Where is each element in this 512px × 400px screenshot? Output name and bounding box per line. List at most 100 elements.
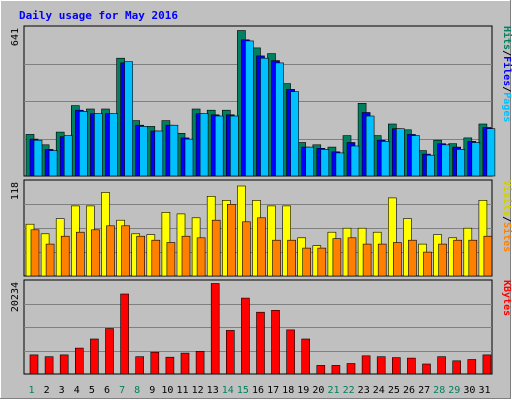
bar-kbytes-day-17 — [271, 309, 280, 375]
bar-sites-day-1 — [30, 229, 40, 277]
legend-hits: Hits/Files/Pages — [501, 26, 512, 122]
bar-pages-day-22 — [350, 145, 360, 177]
bar-kbytes-day-19 — [301, 338, 311, 375]
legend-label-files: Files — [501, 56, 512, 86]
bar-pages-day-12 — [199, 113, 209, 177]
day-label-15: 15 — [237, 385, 249, 396]
bar-kbytes-day-10 — [165, 356, 175, 375]
bar-pages-day-10 — [169, 124, 179, 177]
bar-pages-day-25 — [395, 128, 405, 177]
bar-sites-day-9 — [151, 239, 161, 277]
bar-sites-day-6 — [106, 225, 115, 277]
bar-kbytes-day-8 — [135, 356, 144, 375]
day-label-26: 26 — [403, 385, 415, 396]
bar-kbytes-day-31 — [482, 354, 492, 375]
bar-sites-day-29 — [453, 239, 463, 277]
bar-pages-day-5 — [94, 113, 103, 177]
legend-label-hits: Hits — [501, 26, 512, 50]
bar-kbytes-day-3 — [59, 354, 69, 375]
bar-sites-day-22 — [347, 237, 357, 277]
bar-pages-day-24 — [380, 141, 390, 177]
bar-sites-day-20 — [317, 247, 327, 277]
bar-sites-day-15 — [242, 221, 251, 277]
day-label-9: 9 — [149, 385, 155, 396]
legend-kbytes: KBytes — [501, 280, 512, 316]
bar-sites-day-12 — [196, 237, 206, 277]
bar-kbytes-day-22 — [346, 363, 356, 375]
bar-pages-day-16 — [260, 57, 269, 177]
day-label-27: 27 — [418, 385, 430, 396]
bar-kbytes-day-30 — [467, 359, 477, 375]
bar-kbytes-day-5 — [90, 338, 99, 375]
bar-pages-day-3 — [63, 135, 73, 177]
bar-pages-day-23 — [365, 115, 375, 177]
bar-kbytes-day-29 — [452, 360, 462, 375]
y-max-label-hits: 641 — [10, 28, 21, 46]
bar-pages-day-19 — [305, 146, 315, 177]
bar-kbytes-day-6 — [105, 328, 114, 375]
bar-pages-day-27 — [426, 154, 435, 177]
legend-separator: / — [501, 50, 512, 56]
day-label-8: 8 — [134, 385, 140, 396]
legend-label-pages: Pages — [501, 92, 512, 122]
bar-sites-day-21 — [332, 238, 342, 277]
bar-kbytes-day-26 — [407, 357, 416, 375]
bar-kbytes-day-27 — [422, 363, 431, 375]
bar-kbytes-day-1 — [29, 354, 39, 375]
day-label-31: 31 — [478, 385, 490, 396]
bar-sites-day-30 — [468, 239, 478, 277]
bar-sites-day-13 — [211, 219, 221, 277]
panel-hits: 641 Hits/Files/Pages — [10, 25, 512, 177]
bar-pages-day-29 — [456, 149, 466, 177]
bar-kbytes-day-20 — [316, 365, 326, 375]
bar-sites-day-26 — [408, 239, 417, 277]
y-max-label-kbytes: 20234 — [10, 282, 21, 312]
bar-pages-day-18 — [290, 91, 299, 177]
bar-pages-day-1 — [33, 139, 43, 177]
bar-sites-day-10 — [166, 242, 176, 277]
bar-kbytes-day-24 — [376, 356, 386, 375]
day-label-16: 16 — [252, 385, 264, 396]
bar-pages-day-30 — [471, 142, 481, 177]
day-label-28: 28 — [433, 385, 445, 396]
bar-kbytes-day-28 — [437, 356, 446, 375]
panel-visits: 118 Visits/Sites — [10, 179, 512, 277]
bar-pages-day-2 — [48, 150, 58, 177]
legend-visits: Visits/Sites — [501, 180, 512, 252]
bar-kbytes-day-11 — [180, 352, 190, 375]
bar-sites-day-28 — [438, 243, 447, 277]
legend-label-sites: Sites — [501, 222, 512, 252]
bar-sites-day-11 — [181, 235, 191, 277]
bar-kbytes-day-13 — [210, 283, 220, 375]
bar-sites-day-31 — [483, 235, 493, 277]
bar-kbytes-day-23 — [361, 355, 371, 375]
bar-kbytes-day-12 — [195, 350, 205, 375]
bar-sites-day-4 — [76, 231, 85, 277]
day-label-7: 7 — [119, 385, 125, 396]
bar-pages-day-21 — [335, 152, 345, 177]
day-label-13: 13 — [207, 385, 219, 396]
y-max-label-visits: 118 — [10, 182, 21, 200]
day-label-22: 22 — [343, 385, 355, 396]
panel-kbytes: 20234 KBytes — [10, 279, 512, 375]
chart-title: Daily usage for May 2016 — [19, 9, 178, 22]
day-label-18: 18 — [282, 385, 294, 396]
day-label-11: 11 — [176, 385, 188, 396]
bar-pages-day-31 — [486, 128, 496, 177]
bar-kbytes-day-2 — [44, 356, 54, 375]
bar-kbytes-day-14 — [226, 330, 235, 375]
bar-kbytes-day-25 — [391, 357, 401, 375]
bar-pages-day-28 — [441, 144, 450, 177]
bar-sites-day-24 — [377, 243, 387, 277]
bar-kbytes-day-7 — [120, 293, 129, 375]
bar-sites-day-19 — [302, 247, 312, 277]
bar-pages-day-9 — [154, 130, 164, 177]
bar-pages-day-8 — [139, 126, 148, 177]
bar-kbytes-day-18 — [286, 329, 295, 375]
bar-kbytes-day-15 — [241, 297, 250, 375]
bar-sites-day-17 — [272, 239, 281, 277]
bar-pages-day-15 — [245, 40, 254, 177]
bar-sites-day-7 — [121, 225, 130, 277]
bar-kbytes-day-4 — [75, 347, 84, 375]
bar-pages-day-26 — [411, 135, 420, 177]
